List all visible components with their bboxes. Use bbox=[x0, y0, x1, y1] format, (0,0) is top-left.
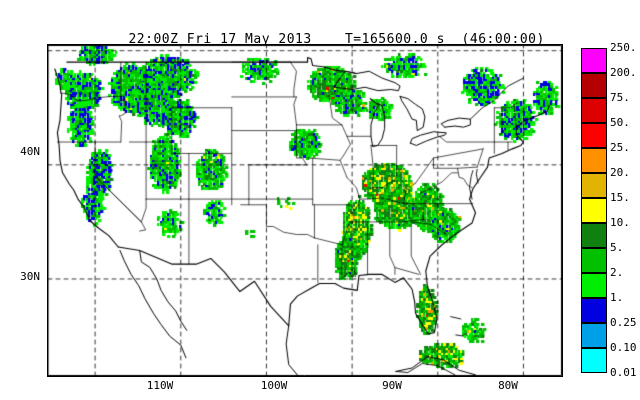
colorbar-band-5 bbox=[581, 173, 607, 198]
colorbar-band-12 bbox=[581, 348, 607, 373]
colorbar bbox=[581, 48, 607, 373]
colorbar-band-4 bbox=[581, 148, 607, 173]
colorbar-band-2 bbox=[581, 98, 607, 123]
x-axis-tick-90w: 90W bbox=[382, 379, 402, 392]
colorbar-tick-1: 200. bbox=[610, 66, 637, 79]
map-boundaries-canvas bbox=[48, 45, 562, 376]
map-plot-area bbox=[47, 44, 563, 377]
colorbar-tick-7: 10. bbox=[610, 216, 630, 229]
colorbar-band-8 bbox=[581, 248, 607, 273]
colorbar-tick-13: 0.01 bbox=[610, 366, 637, 379]
colorbar-band-9 bbox=[581, 273, 607, 298]
colorbar-tick-9: 2. bbox=[610, 266, 624, 279]
colorbar-tick-12: 0.10 bbox=[610, 341, 637, 354]
colorbar-tick-11: 0.25 bbox=[610, 316, 637, 329]
colorbar-band-1 bbox=[581, 73, 607, 98]
colorbar-band-6 bbox=[581, 198, 607, 223]
colorbar-band-10 bbox=[581, 298, 607, 323]
colorbar-tick-3: 50. bbox=[610, 116, 630, 129]
colorbar-band-11 bbox=[581, 323, 607, 348]
colorbar-tick-4: 25. bbox=[610, 141, 630, 154]
x-axis-tick-100w: 100W bbox=[260, 379, 288, 392]
x-axis-tick-80w: 80W bbox=[498, 379, 518, 392]
colorbar-tick-0: 250. bbox=[610, 41, 637, 54]
figure-title: 22:00Z Fri 17 May 2013 T=165600.0 s (46:… bbox=[0, 16, 640, 64]
y-axis-tick-30n: 30N bbox=[20, 270, 40, 283]
y-axis-tick-40n: 40N bbox=[20, 145, 40, 158]
colorbar-tick-10: 1. bbox=[610, 291, 624, 304]
colorbar-tick-2: 75. bbox=[610, 91, 630, 104]
figure-title-text: 22:00Z Fri 17 May 2013 T=165600.0 s (46:… bbox=[128, 32, 545, 47]
colorbar-tick-5: 20. bbox=[610, 166, 630, 179]
colorbar-band-3 bbox=[581, 123, 607, 148]
colorbar-band-0 bbox=[581, 48, 607, 73]
x-axis-tick-110w: 110W bbox=[146, 379, 174, 392]
colorbar-band-7 bbox=[581, 223, 607, 248]
colorbar-tick-6: 15. bbox=[610, 191, 630, 204]
colorbar-tick-8: 5. bbox=[610, 241, 624, 254]
